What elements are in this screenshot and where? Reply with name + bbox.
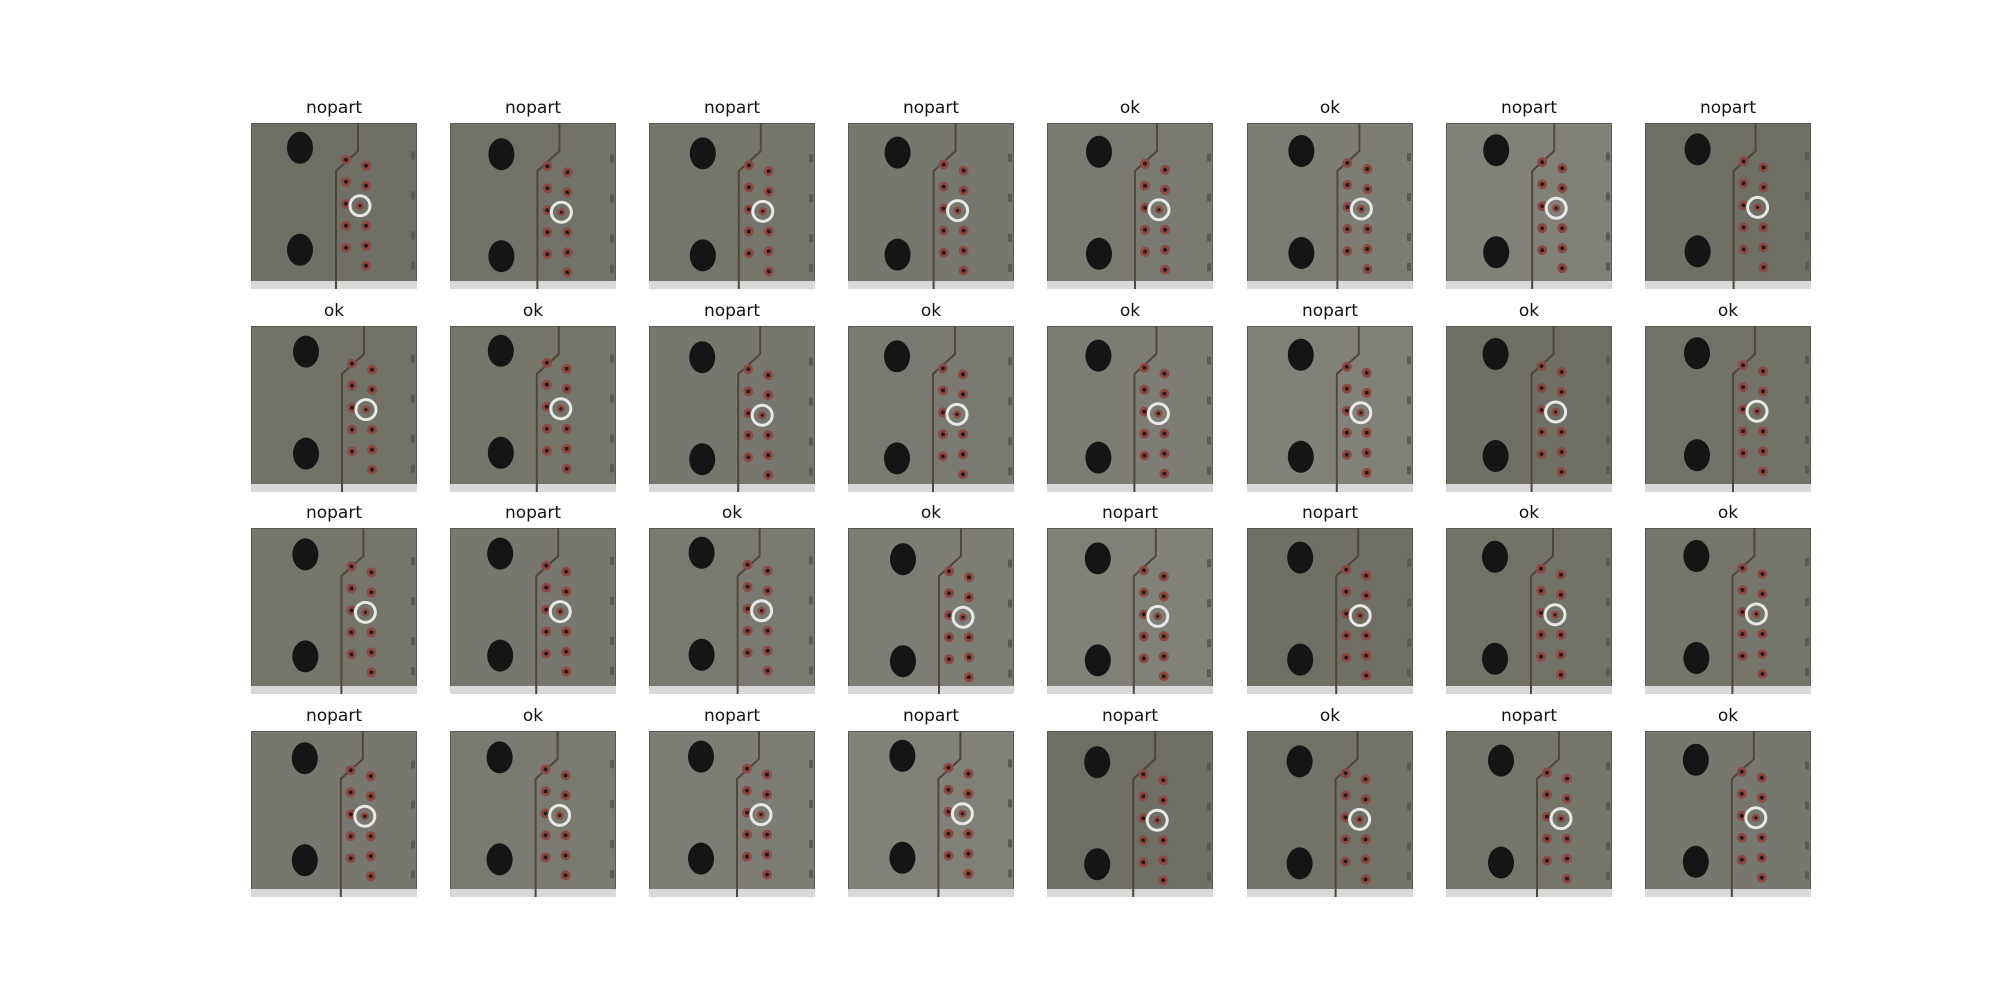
part-photo (649, 123, 815, 289)
thumbnail-label: ok (1518, 503, 1540, 523)
thumbnail-label: nopart (1101, 706, 1159, 726)
part-photo (1645, 528, 1811, 694)
thumbnail-label: ok (522, 301, 544, 321)
part-photo (1247, 731, 1413, 897)
thumbnail-label: ok (920, 301, 942, 321)
thumbnail-label: nopart (703, 98, 761, 118)
thumbnail-label: nopart (902, 706, 960, 726)
thumbnail-label: ok (721, 503, 743, 523)
part-photo (1446, 326, 1612, 492)
part-photo (1047, 731, 1213, 897)
part-photo (251, 731, 417, 897)
part-photo (848, 326, 1014, 492)
part-photo (251, 123, 417, 289)
thumbnail-label: nopart (504, 503, 562, 523)
thumbnail-label: nopart (1500, 706, 1558, 726)
part-photo (848, 528, 1014, 694)
part-photo (450, 123, 616, 289)
part-photo (848, 731, 1014, 897)
part-photo (649, 731, 815, 897)
thumbnail-label: nopart (305, 503, 363, 523)
thumbnail-label: ok (1518, 301, 1540, 321)
part-photo (1645, 731, 1811, 897)
part-photo (450, 731, 616, 897)
thumbnail-label: nopart (703, 301, 761, 321)
thumbnail-label: ok (1717, 301, 1739, 321)
part-photo (1047, 326, 1213, 492)
part-photo (1247, 326, 1413, 492)
part-photo (251, 528, 417, 694)
thumbnail-label: nopart (305, 98, 363, 118)
thumbnail-label: ok (1717, 706, 1739, 726)
thumbnail-label: ok (1119, 98, 1141, 118)
part-photo (1047, 528, 1213, 694)
part-photo (649, 326, 815, 492)
thumbnail-label: ok (1119, 301, 1141, 321)
thumbnail-label: nopart (305, 706, 363, 726)
part-photo (251, 326, 417, 492)
part-photo (1247, 528, 1413, 694)
part-photo (649, 528, 815, 694)
thumbnail-label: ok (1319, 706, 1341, 726)
part-photo (1446, 731, 1612, 897)
thumbnail-label: nopart (1301, 301, 1359, 321)
thumbnail-label: ok (1717, 503, 1739, 523)
thumbnail-label: nopart (703, 706, 761, 726)
part-photo (1446, 528, 1612, 694)
part-photo (450, 528, 616, 694)
part-photo (1446, 123, 1612, 289)
part-photo (1047, 123, 1213, 289)
part-photo (1645, 123, 1811, 289)
part-photo (450, 326, 616, 492)
thumbnail-label: nopart (1699, 98, 1757, 118)
thumbnail-label: nopart (1500, 98, 1558, 118)
thumbnail-label: nopart (504, 98, 562, 118)
thumbnail-label: nopart (1101, 503, 1159, 523)
thumbnail-label: ok (323, 301, 345, 321)
thumbnail-label: nopart (1301, 503, 1359, 523)
thumbnail-label: ok (920, 503, 942, 523)
thumbnail-label: ok (522, 706, 544, 726)
part-photo (848, 123, 1014, 289)
thumbnail-label: ok (1319, 98, 1341, 118)
part-photo (1247, 123, 1413, 289)
part-photo (1645, 326, 1811, 492)
thumbnail-label: nopart (902, 98, 960, 118)
